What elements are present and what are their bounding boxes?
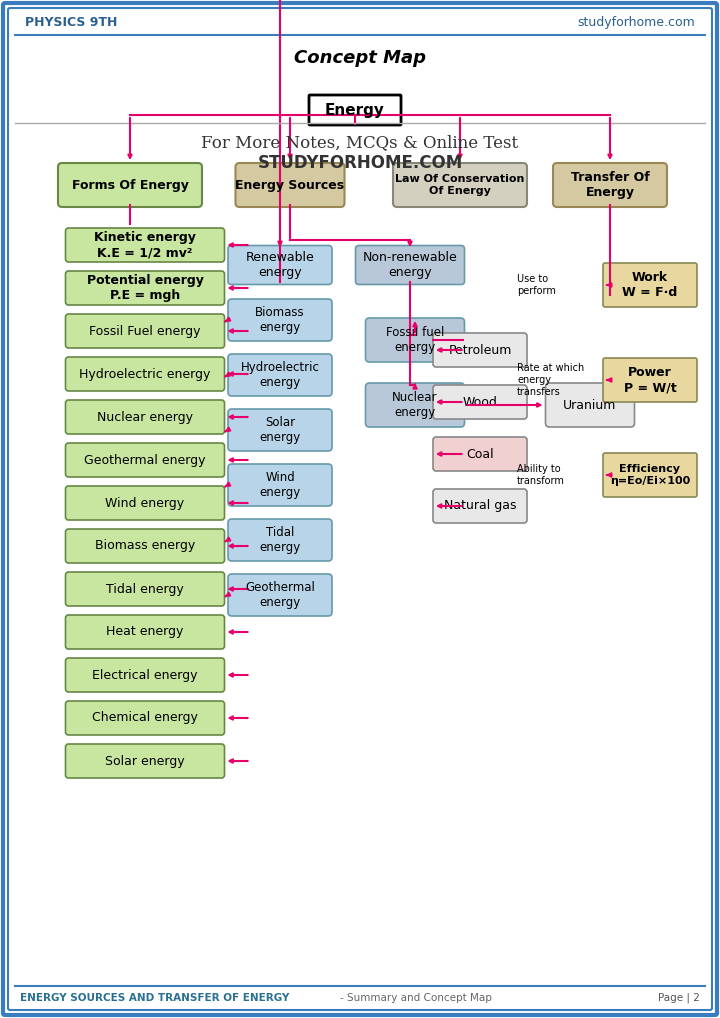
FancyBboxPatch shape — [366, 383, 464, 427]
Text: - Summary and Concept Map: - Summary and Concept Map — [340, 993, 492, 1003]
Text: STUDYFORHOME.COM: STUDYFORHOME.COM — [257, 154, 463, 172]
Text: Hydroelectric energy: Hydroelectric energy — [79, 367, 211, 381]
Text: Biomass
energy: Biomass energy — [255, 306, 305, 334]
Text: Forms Of Energy: Forms Of Energy — [71, 178, 189, 191]
FancyBboxPatch shape — [603, 358, 697, 402]
Text: Geothermal
energy: Geothermal energy — [245, 581, 315, 609]
FancyBboxPatch shape — [228, 574, 332, 616]
Text: Solar
energy: Solar energy — [259, 416, 301, 444]
FancyBboxPatch shape — [228, 245, 332, 284]
FancyBboxPatch shape — [66, 443, 225, 477]
FancyBboxPatch shape — [8, 8, 712, 1010]
FancyBboxPatch shape — [235, 163, 344, 207]
Text: Wood: Wood — [462, 396, 498, 408]
Text: Work
W = F·d: Work W = F·d — [622, 271, 678, 299]
Text: Energy Sources: Energy Sources — [235, 178, 345, 191]
FancyBboxPatch shape — [66, 271, 225, 305]
Text: Electrical energy: Electrical energy — [92, 669, 198, 681]
FancyBboxPatch shape — [66, 486, 225, 520]
FancyBboxPatch shape — [66, 701, 225, 735]
Text: Biomass energy: Biomass energy — [95, 540, 195, 553]
Text: Kinetic energy
K.E = 1/2 mv²: Kinetic energy K.E = 1/2 mv² — [94, 231, 196, 259]
Text: Fossil fuel
energy: Fossil fuel energy — [386, 326, 444, 354]
Text: Wind
energy: Wind energy — [259, 471, 301, 499]
Text: Concept Map: Concept Map — [294, 49, 426, 67]
Text: Hydroelectric
energy: Hydroelectric energy — [240, 361, 320, 389]
Text: Nuclear
energy: Nuclear energy — [392, 391, 438, 419]
Text: For More Notes, MCQs & Online Test: For More Notes, MCQs & Online Test — [202, 134, 518, 152]
FancyBboxPatch shape — [66, 744, 225, 778]
Text: Page | 2: Page | 2 — [658, 993, 700, 1004]
Text: Geothermal energy: Geothermal energy — [84, 453, 206, 466]
FancyBboxPatch shape — [66, 615, 225, 649]
FancyBboxPatch shape — [3, 3, 717, 1015]
Text: Nuclear energy: Nuclear energy — [97, 410, 193, 423]
FancyBboxPatch shape — [228, 299, 332, 341]
FancyBboxPatch shape — [66, 400, 225, 434]
FancyBboxPatch shape — [66, 228, 225, 262]
Text: Heat energy: Heat energy — [107, 625, 184, 638]
FancyBboxPatch shape — [433, 333, 527, 367]
FancyBboxPatch shape — [603, 263, 697, 307]
FancyBboxPatch shape — [603, 453, 697, 497]
FancyBboxPatch shape — [553, 163, 667, 207]
Text: Use to
perform: Use to perform — [517, 274, 556, 296]
Text: Natural gas: Natural gas — [444, 500, 516, 512]
FancyBboxPatch shape — [228, 519, 332, 561]
FancyBboxPatch shape — [228, 464, 332, 506]
Text: studyforhome.com: studyforhome.com — [577, 15, 695, 29]
Text: PHYSICS 9TH: PHYSICS 9TH — [25, 15, 117, 29]
FancyBboxPatch shape — [366, 318, 464, 362]
FancyBboxPatch shape — [433, 385, 527, 419]
Text: Renewable
energy: Renewable energy — [246, 251, 315, 279]
Text: Power
P = W/t: Power P = W/t — [624, 366, 676, 394]
Text: Petroleum: Petroleum — [449, 343, 512, 356]
FancyBboxPatch shape — [309, 95, 401, 125]
FancyBboxPatch shape — [66, 658, 225, 692]
Text: Chemical energy: Chemical energy — [92, 712, 198, 725]
Text: Uranium: Uranium — [563, 398, 617, 411]
Text: Efficiency
η=Eo/Ei×100: Efficiency η=Eo/Ei×100 — [610, 464, 690, 486]
Text: Solar energy: Solar energy — [105, 754, 185, 768]
FancyBboxPatch shape — [228, 409, 332, 451]
Text: Potential energy
P.E = mgh: Potential energy P.E = mgh — [86, 274, 204, 302]
FancyBboxPatch shape — [228, 354, 332, 396]
Text: Rate at which
energy
transfers: Rate at which energy transfers — [517, 363, 584, 397]
Text: Law Of Conservation
Of Energy: Law Of Conservation Of Energy — [395, 174, 525, 195]
Text: Non-renewable
energy: Non-renewable energy — [363, 251, 457, 279]
FancyBboxPatch shape — [66, 529, 225, 563]
FancyBboxPatch shape — [58, 163, 202, 207]
FancyBboxPatch shape — [433, 489, 527, 523]
FancyBboxPatch shape — [66, 314, 225, 348]
Text: Tidal energy: Tidal energy — [106, 582, 184, 596]
FancyBboxPatch shape — [393, 163, 527, 207]
FancyBboxPatch shape — [66, 572, 225, 606]
FancyBboxPatch shape — [356, 245, 464, 284]
Text: Transfer Of
Energy: Transfer Of Energy — [571, 171, 649, 199]
FancyBboxPatch shape — [66, 357, 225, 391]
Text: Tidal
energy: Tidal energy — [259, 526, 301, 554]
Text: Fossil Fuel energy: Fossil Fuel energy — [89, 325, 201, 338]
Text: Coal: Coal — [466, 448, 494, 460]
FancyBboxPatch shape — [433, 437, 527, 471]
Text: ENERGY SOURCES AND TRANSFER OF ENERGY: ENERGY SOURCES AND TRANSFER OF ENERGY — [20, 993, 289, 1003]
FancyBboxPatch shape — [546, 383, 634, 427]
Text: Ability to
transform: Ability to transform — [517, 464, 565, 486]
Text: Wind energy: Wind energy — [105, 497, 184, 509]
Text: Energy: Energy — [325, 103, 385, 117]
